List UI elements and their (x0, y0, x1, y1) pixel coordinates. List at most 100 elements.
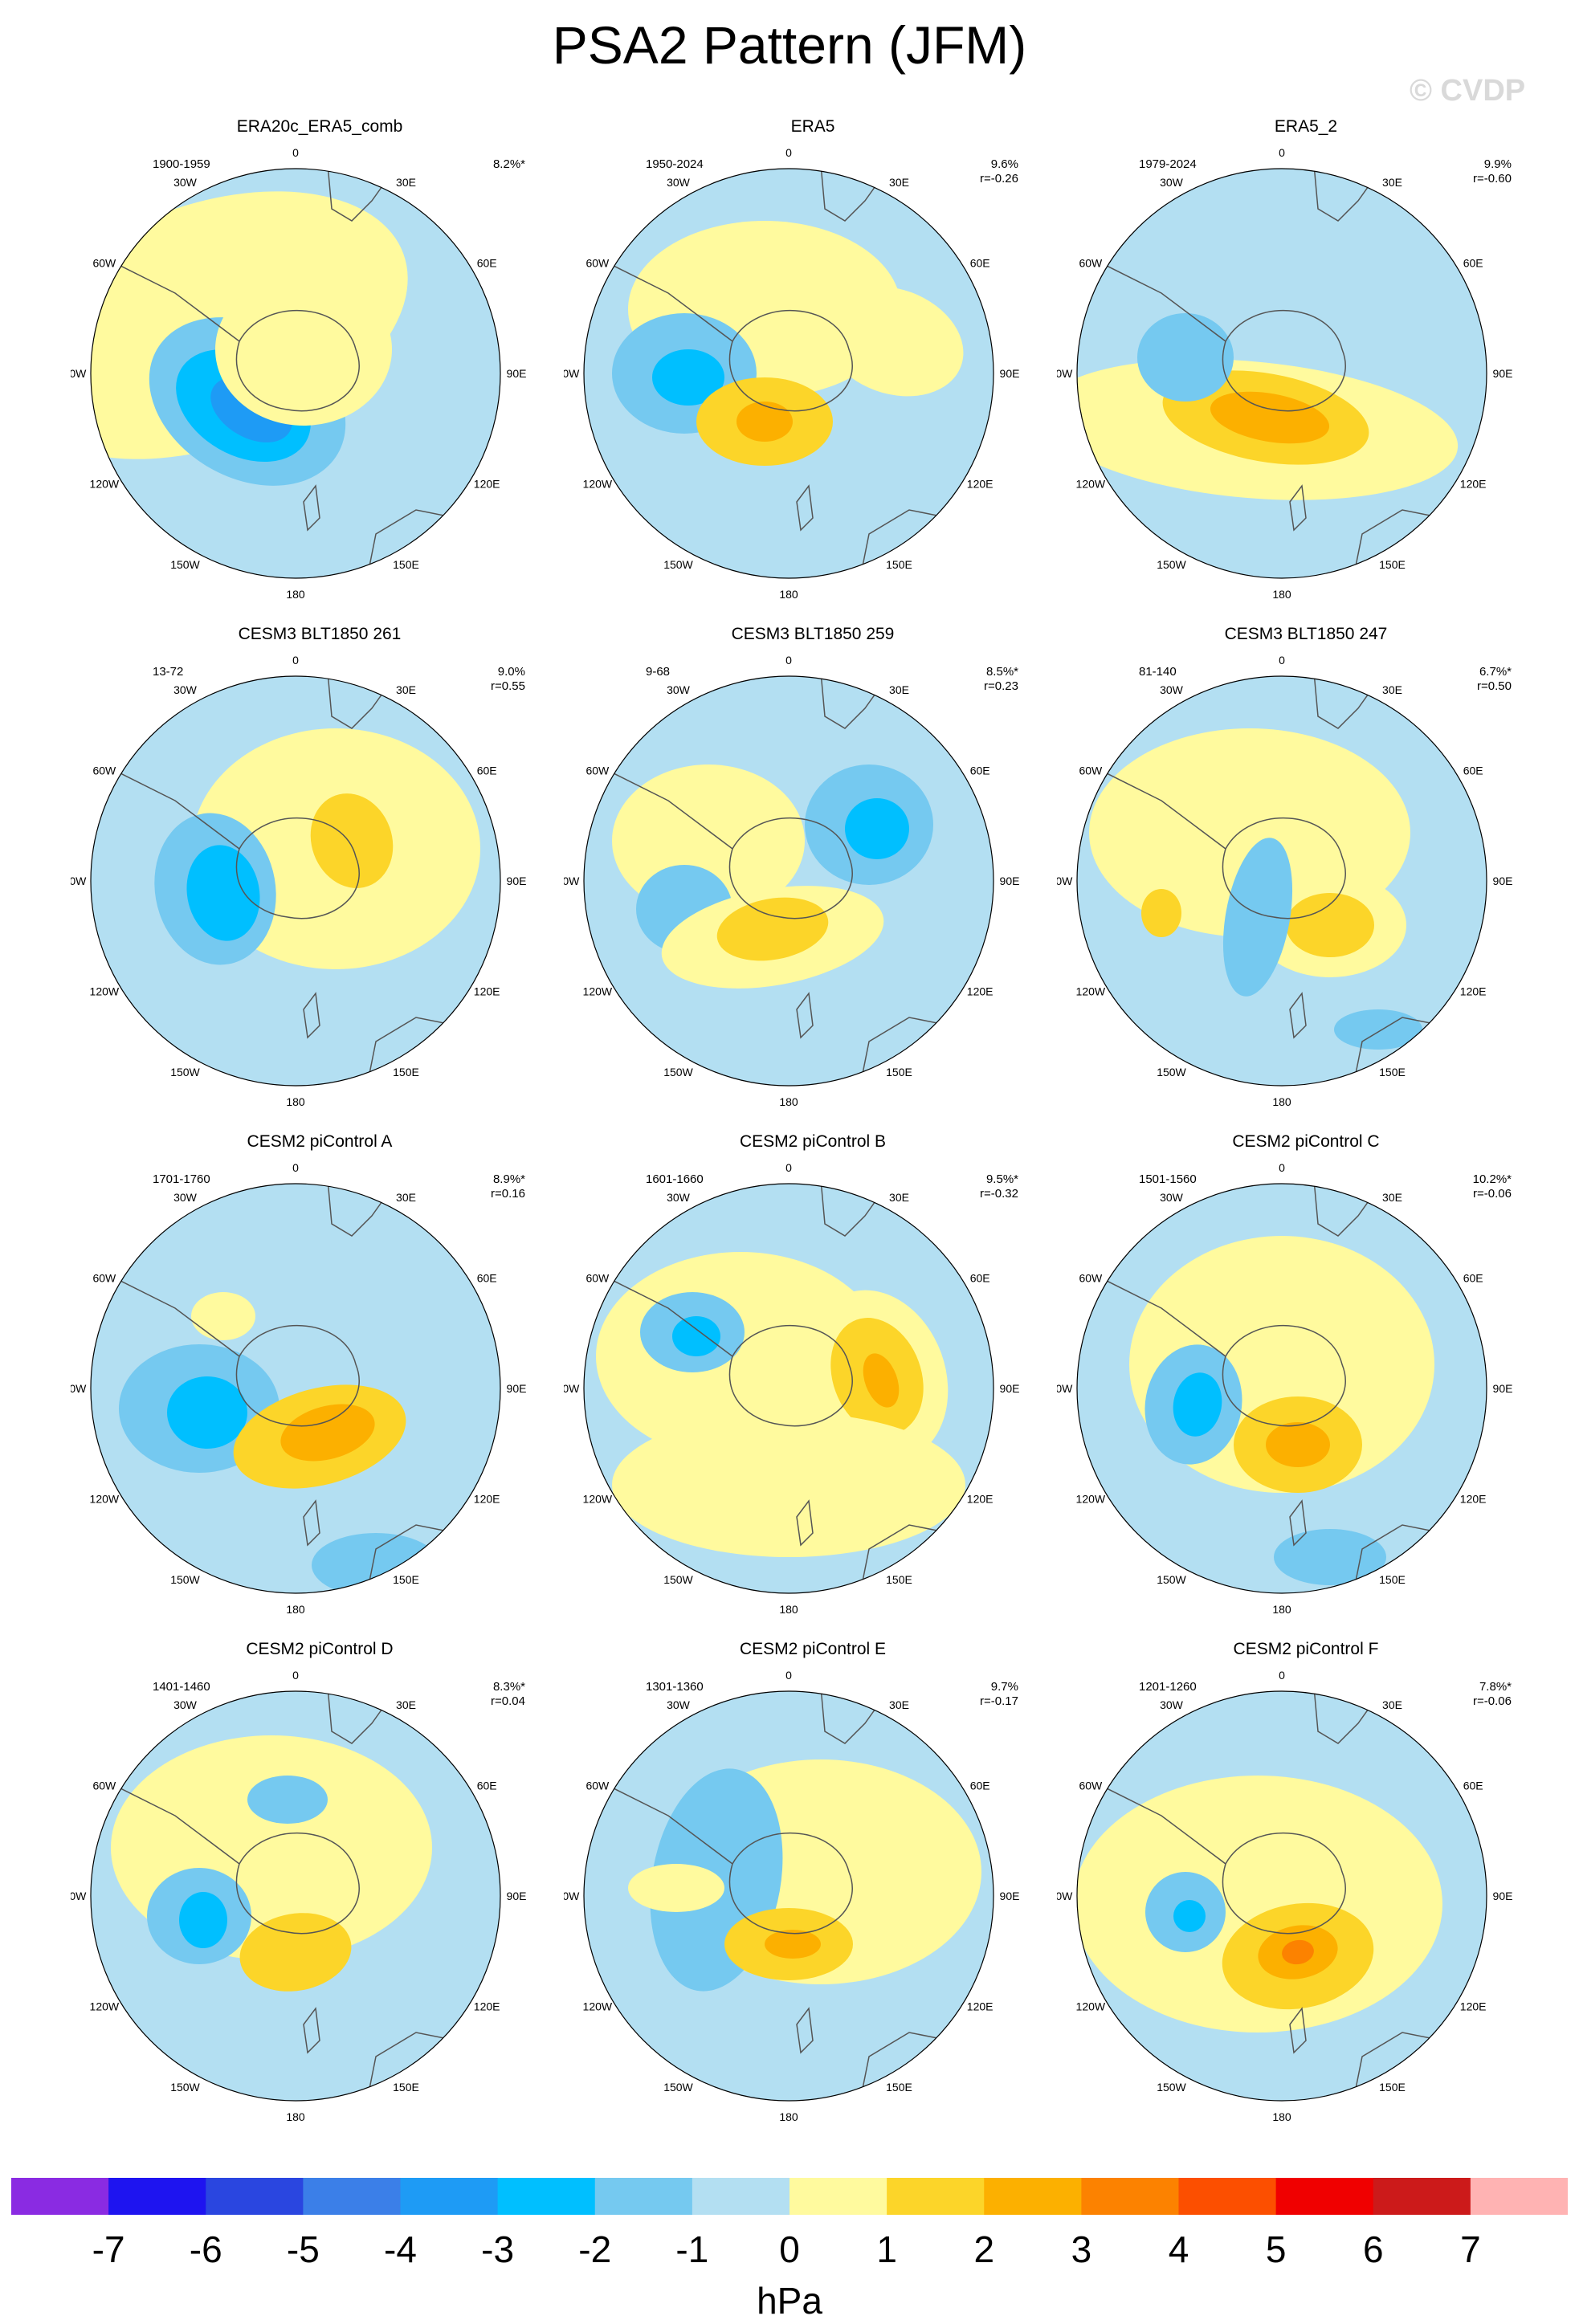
lon-tick-label: 150W (663, 1573, 693, 1586)
lon-tick-label: 0 (1279, 1161, 1285, 1174)
map-border (583, 675, 994, 1087)
new-zealand-coastline (303, 1499, 320, 1547)
anomaly-contour (1222, 838, 1293, 997)
map-border (90, 675, 501, 1087)
lon-tick-label: 150E (393, 1066, 419, 1078)
lon-tick-label: 90E (507, 1890, 527, 1902)
pattern-correlation: r=-0.06 (1473, 1694, 1512, 1708)
pattern-correlation: r=-0.06 (1473, 1187, 1512, 1201)
colorbar-swatch (1373, 2178, 1471, 2215)
colorbar-swatch (887, 2178, 985, 2215)
lon-tick-label: 150W (170, 1066, 200, 1078)
lon-tick-label: 150W (1157, 2081, 1186, 2094)
lon-tick-label: 150W (663, 2081, 693, 2094)
lon-tick-label: 120W (583, 478, 613, 491)
colorbar-tick: 6 (1362, 2228, 1384, 2270)
lon-tick-label: 120W (583, 1493, 613, 1506)
lon-tick-label: 180 (779, 1603, 798, 1616)
lon-tick-label: 150E (1379, 1573, 1406, 1586)
lon-tick-label: 90E (1000, 1890, 1020, 1902)
panel-stats: 8.9%* r=0.16 (461, 1172, 525, 1201)
lon-tick-label: 90E (1000, 367, 1020, 380)
anomaly-contour (652, 349, 724, 406)
lon-tick-label: 120W (1076, 985, 1106, 998)
lon-tick-label: 150W (1157, 558, 1186, 571)
map-panel: ERA5_2 0 30E 60E 90E 120E 150E 180 150W 120W 90W 60… (1057, 117, 1571, 618)
variance-explained: 9.9% (1483, 157, 1512, 171)
lon-tick-label: 150E (886, 2081, 912, 2094)
lon-tick-label: 150E (886, 558, 912, 571)
lon-tick-label: 120E (474, 2000, 500, 2013)
map-border (90, 1690, 501, 2102)
peninsula-coastline (94, 1267, 240, 1357)
panel-years: 1900-1959 (153, 157, 210, 171)
lon-tick-label: 30E (396, 1698, 416, 1711)
lon-tick-label: 150W (1157, 1066, 1186, 1078)
panel-title: CESM3 BLT1850 247 (1224, 625, 1388, 643)
map-border (1076, 1183, 1487, 1594)
lon-tick-label: 180 (779, 588, 798, 601)
colorbar-tick: 7 (1460, 2228, 1481, 2270)
anomaly-contour (191, 1292, 255, 1340)
pattern-correlation: r=0.55 (491, 679, 525, 693)
colorbar-swatch (984, 2178, 1082, 2215)
anomaly-contour (672, 1316, 720, 1356)
lon-tick-label: 60W (1079, 1272, 1103, 1285)
colorbar-tick: -7 (92, 2228, 125, 2270)
lon-tick-label: 30W (667, 1698, 691, 1711)
lon-tick-label: 150E (393, 1573, 419, 1586)
new-zealand-coastline (1289, 992, 1307, 1039)
lon-tick-label: 60E (477, 764, 497, 777)
lon-tick-label: 180 (779, 1095, 798, 1108)
variance-explained: 8.9%* (492, 1172, 525, 1186)
pattern-correlation: r=0.50 (1477, 679, 1512, 693)
lon-tick-label: 90W (71, 367, 87, 380)
new-zealand-coastline (303, 2007, 320, 2054)
peninsula-coastline (587, 1775, 733, 1865)
lon-tick-label: 150E (1379, 2081, 1406, 2094)
lon-tick-label: 150W (170, 558, 200, 571)
colorbar-swatch (1275, 2178, 1374, 2215)
panel-stats: 9.5%* r=-0.32 (954, 1172, 1018, 1201)
lon-tick-label: 90E (1493, 367, 1513, 380)
polar-map: 0 30E 60E 90E 120E 150E 180 150W 120W 90W 60W 30W (1057, 1161, 1512, 1616)
panel-stats: 8.2%* (461, 157, 525, 172)
lon-tick-label: 0 (785, 1669, 792, 1682)
panel-years: 13-72 (153, 665, 184, 679)
antarctica-coastline (1222, 309, 1346, 412)
variance-explained: 9.5%* (985, 1172, 1018, 1186)
lon-tick-label: 30W (667, 683, 691, 696)
panel-title: CESM3 BLT1850 259 (731, 625, 895, 643)
panel-stats: 8.5%* r=0.23 (954, 665, 1018, 694)
lon-tick-label: 30E (889, 1191, 909, 1204)
africa-coastline (1313, 169, 1379, 222)
map-border (583, 1690, 994, 2102)
page-title: PSA2 Pattern (JFM) (552, 15, 1027, 75)
lon-tick-label: 150E (393, 2081, 419, 2094)
lon-tick-label: 90W (71, 1890, 87, 1902)
lon-tick-label: 180 (286, 1095, 305, 1108)
lon-tick-label: 0 (292, 1161, 299, 1174)
lon-tick-label: 60W (1079, 764, 1103, 777)
lon-tick-label: 0 (785, 146, 792, 159)
anomaly-contour (1274, 1529, 1386, 1585)
lon-tick-label: 120E (1460, 478, 1487, 491)
lon-tick-label: 90E (507, 875, 527, 887)
peninsula-coastline (587, 252, 733, 342)
lon-tick-label: 30E (396, 1191, 416, 1204)
anomaly-contour (612, 1413, 965, 1557)
variance-explained: 8.3%* (492, 1680, 525, 1694)
lon-tick-label: 180 (286, 1603, 305, 1616)
lon-tick-label: 150W (170, 1573, 200, 1586)
colorbar-tick: -3 (481, 2228, 515, 2270)
pattern-correlation: r=0.16 (491, 1187, 525, 1201)
anomaly-contour (312, 1533, 440, 1593)
new-zealand-coastline (796, 992, 814, 1039)
lon-tick-label: 0 (1279, 654, 1285, 667)
lon-tick-label: 120E (1460, 2000, 1487, 2013)
lon-tick-label: 120E (474, 985, 500, 998)
lon-tick-label: 60W (92, 257, 116, 270)
anomaly-contour (239, 1913, 352, 1992)
colorbar-swatch (1470, 2178, 1568, 2215)
peninsula-coastline (94, 1775, 240, 1865)
